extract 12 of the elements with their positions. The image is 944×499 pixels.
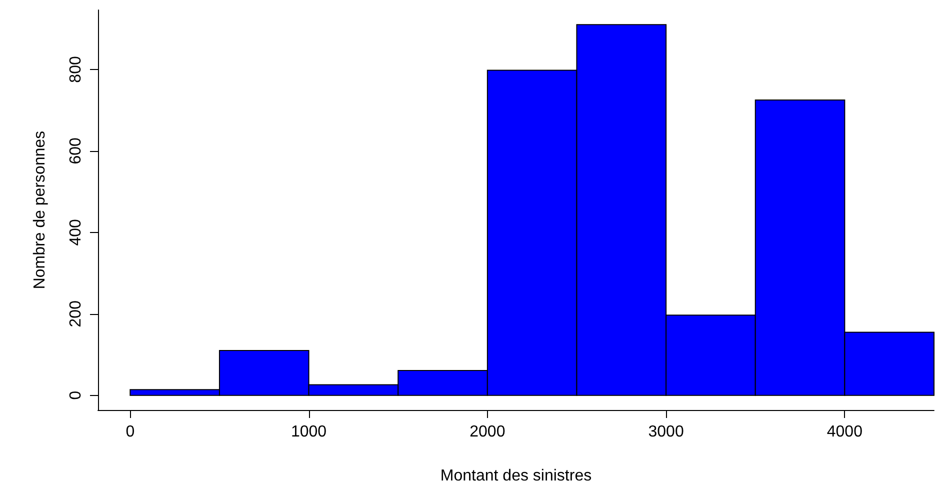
x-tick-label: 1000 (290, 424, 327, 440)
y-tick-label: 400 (68, 218, 84, 246)
x-tick-label: 2000 (470, 424, 506, 440)
x-tick-label: 0 (126, 424, 135, 440)
y-tick-label: 600 (68, 137, 84, 164)
y-axis-title: Nombre de personnes (32, 130, 48, 290)
x-axis-title: Montant des sinistres (440, 468, 592, 484)
x-tick-label: 3000 (648, 424, 684, 440)
y-tick-label: 800 (68, 56, 84, 83)
y-tick-label: 0 (68, 390, 84, 400)
x-tick-label: 4000 (826, 424, 863, 440)
y-tick-label: 200 (68, 300, 84, 328)
